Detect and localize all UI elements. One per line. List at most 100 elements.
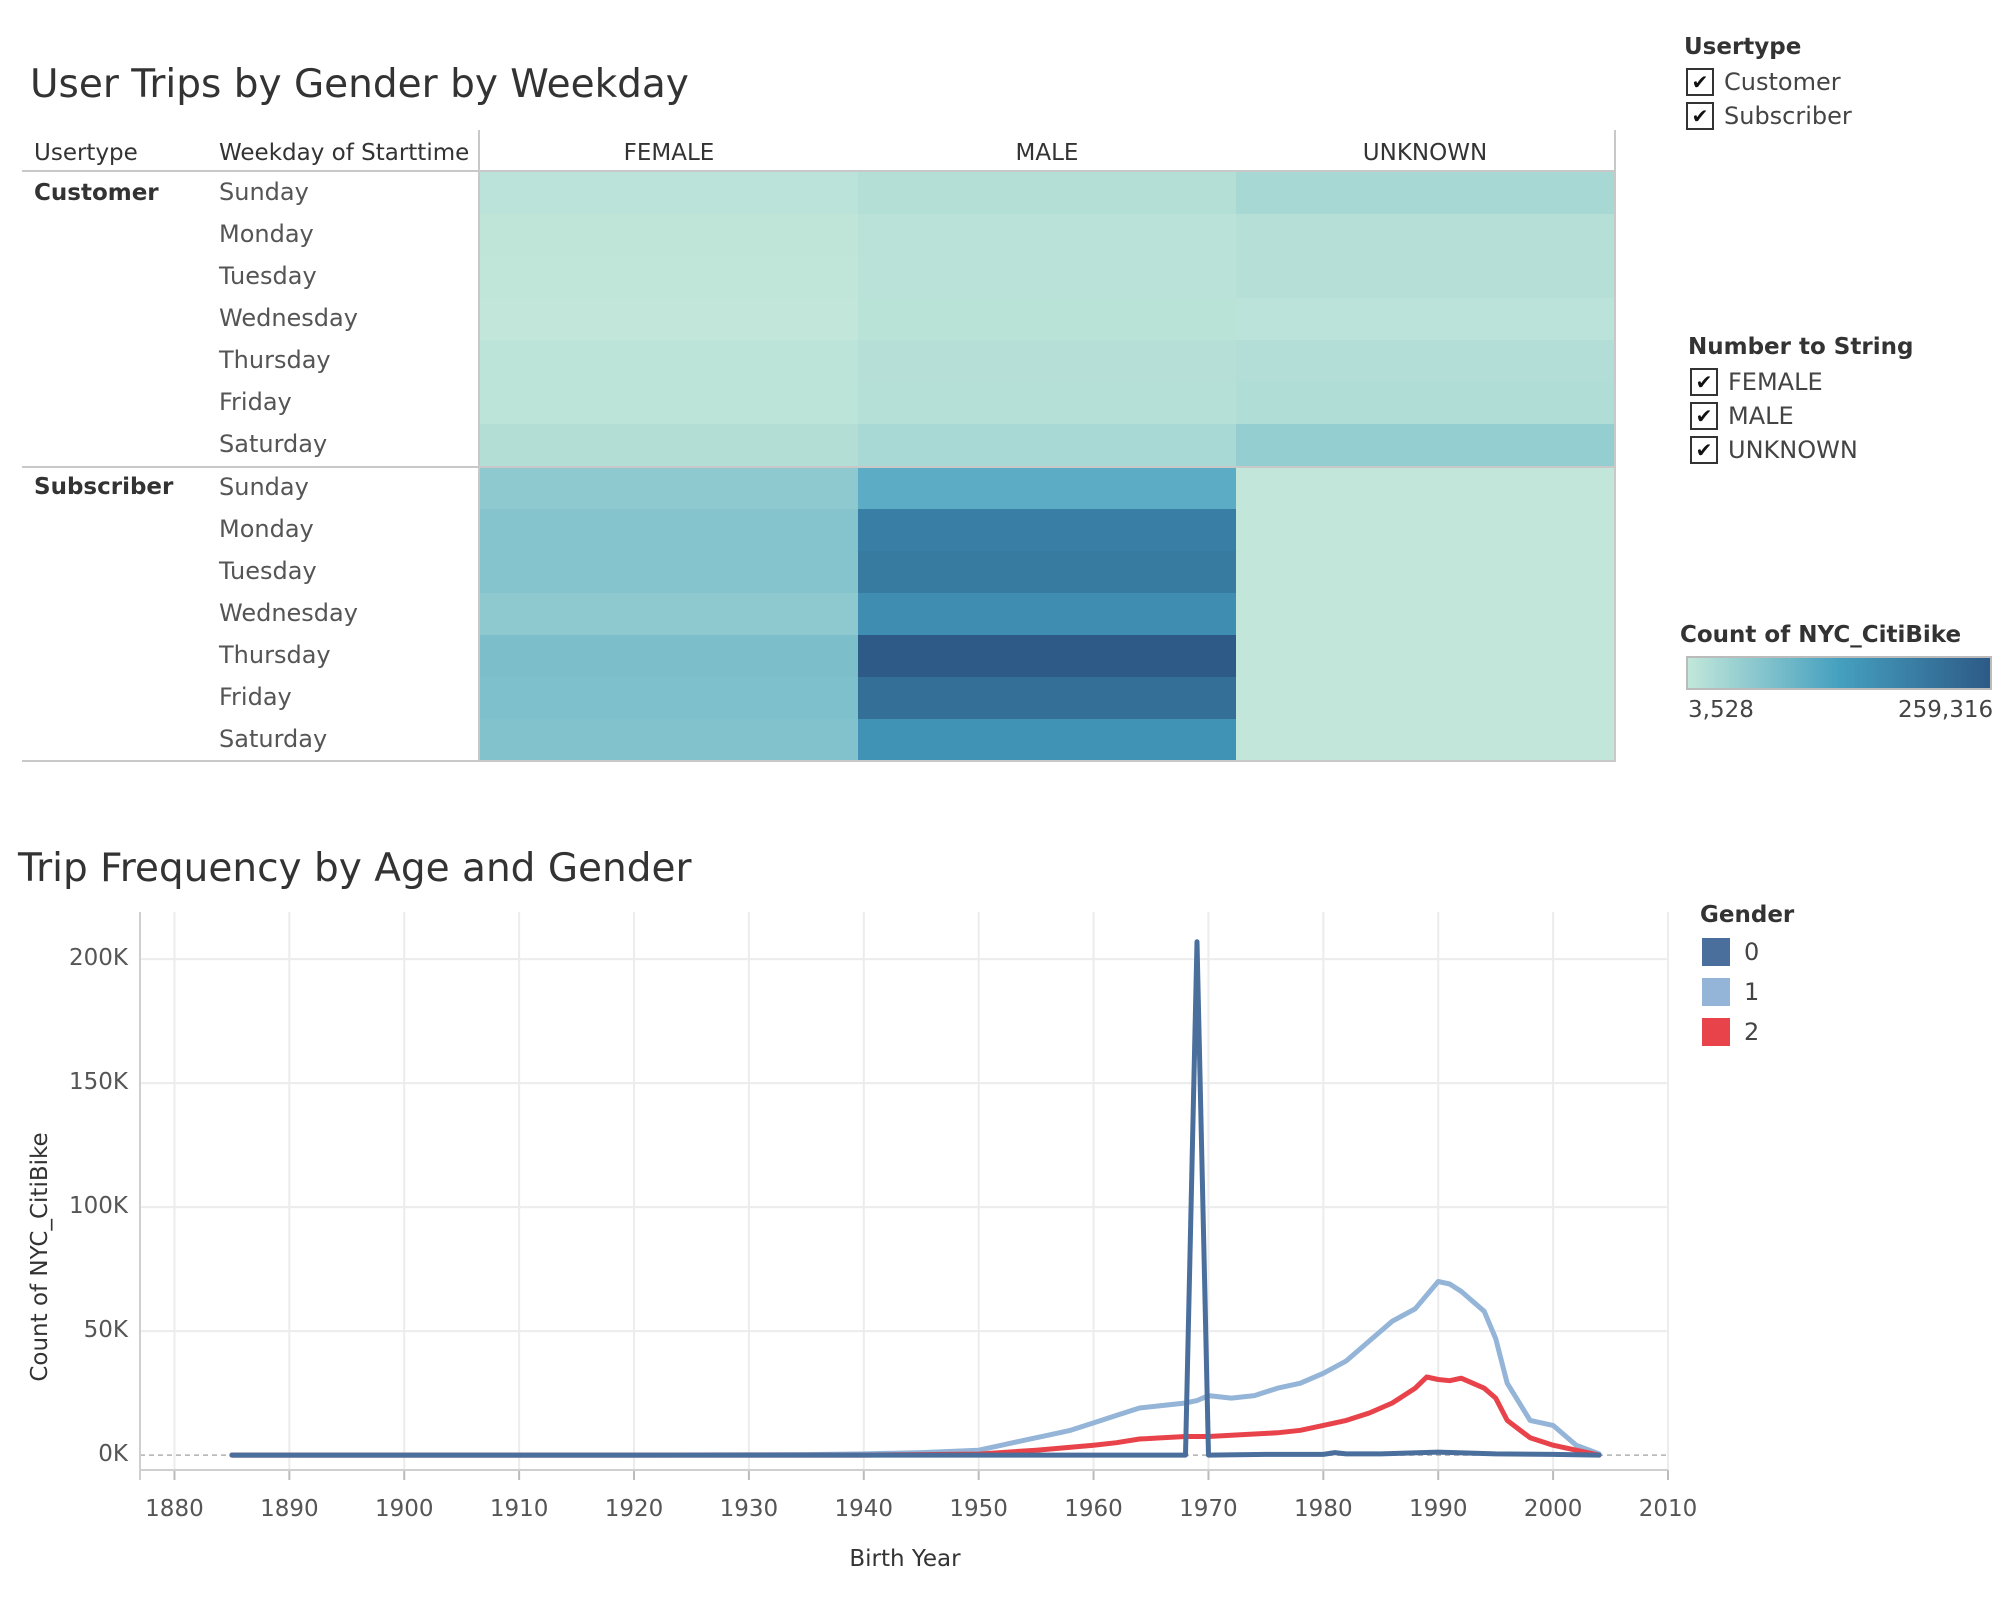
color-ramp [1686, 656, 1992, 690]
heatmap-cell[interactable] [1236, 424, 1614, 466]
x-tick-label: 1950 [949, 1496, 1008, 1522]
filter-unknown[interactable]: ✔ UNKNOWN [1690, 434, 1858, 466]
check-icon[interactable]: ✔ [1690, 436, 1718, 464]
heatmap-right-border [1614, 130, 1616, 762]
series-line-gender-2[interactable] [229, 1374, 1602, 1458]
weekday-label: Sunday [219, 178, 309, 206]
series-line-gender-0[interactable] [229, 939, 1602, 1458]
heatmap-cell[interactable] [858, 298, 1236, 340]
column-header-male: MALE [1015, 140, 1079, 166]
heatmap-cell[interactable] [480, 551, 858, 593]
heatmap-cell[interactable] [480, 172, 858, 214]
heatmap-title: User Trips by Gender by Weekday [30, 62, 689, 107]
y-tick-label: 100K [69, 1193, 128, 1220]
usertype-filter-title: Usertype [1684, 34, 1802, 60]
heatmap-cell[interactable] [480, 340, 858, 382]
number-to-string-filter-title: Number to String [1688, 334, 1914, 360]
gender-legend-2-label: 2 [1744, 1018, 1760, 1046]
filter-subscriber-label: Subscriber [1724, 102, 1852, 130]
heatmap-cell[interactable] [1236, 719, 1614, 761]
heatmap-cell[interactable] [1236, 509, 1614, 551]
weekday-label: Friday [219, 388, 292, 416]
check-icon[interactable]: ✔ [1686, 102, 1714, 130]
gender-swatch-0 [1702, 938, 1730, 966]
group-divider [22, 466, 1616, 468]
heatmap-cell[interactable] [858, 467, 1236, 509]
heatmap-cell[interactable] [1236, 635, 1614, 677]
heatmap-cell[interactable] [480, 214, 858, 256]
heatmap-cell[interactable] [858, 635, 1236, 677]
heatmap-cell[interactable] [480, 719, 858, 761]
x-tick-label: 1880 [145, 1496, 204, 1522]
heatmap-cell[interactable] [1236, 677, 1614, 719]
x-tick-label: 1940 [834, 1496, 894, 1522]
gender-legend-2[interactable]: 2 [1702, 1017, 1759, 1047]
heatmap-cell[interactable] [858, 256, 1236, 298]
header-rule [22, 170, 1616, 172]
x-tick-label: 1900 [374, 1496, 434, 1522]
heatmap-cell[interactable] [1236, 467, 1614, 509]
weekday-label: Monday [219, 515, 314, 543]
weekday-label: Sunday [219, 473, 309, 501]
group-label-customer: Customer [34, 180, 159, 206]
heatmap-cell[interactable] [858, 172, 1236, 214]
heatmap-cell[interactable] [480, 467, 858, 509]
filter-female-label: FEMALE [1728, 368, 1823, 396]
filter-customer[interactable]: ✔ Customer [1686, 66, 1841, 98]
line-chart-title: Trip Frequency by Age and Gender [18, 846, 692, 891]
column-header-female: FEMALE [623, 140, 715, 166]
heatmap-cell[interactable] [1236, 256, 1614, 298]
heatmap-cell[interactable] [480, 382, 858, 424]
weekday-label: Saturday [219, 725, 328, 753]
heatmap-cell[interactable] [480, 635, 858, 677]
check-icon[interactable]: ✔ [1690, 402, 1718, 430]
heatmap-cell[interactable] [480, 593, 858, 635]
heatmap-cell[interactable] [858, 382, 1236, 424]
heatmap-cell[interactable] [1236, 551, 1614, 593]
heatmap-cell[interactable] [1236, 340, 1614, 382]
heatmap-cell[interactable] [858, 551, 1236, 593]
heatmap-cell[interactable] [858, 719, 1236, 761]
weekday-label: Tuesday [219, 557, 317, 585]
gender-swatch-1 [1702, 978, 1730, 1006]
gender-swatch-2 [1702, 1018, 1730, 1046]
weekday-label: Friday [219, 683, 292, 711]
heatmap-cell[interactable] [858, 509, 1236, 551]
x-tick-label: 1920 [604, 1496, 664, 1522]
gender-legend-1[interactable]: 1 [1702, 977, 1759, 1007]
heatmap-cell[interactable] [480, 509, 858, 551]
gender-legend-0[interactable]: 0 [1702, 937, 1759, 967]
weekday-column-header: Weekday of Starttime [219, 140, 470, 166]
y-tick-label: 150K [69, 1069, 128, 1096]
weekday-label: Monday [219, 220, 314, 248]
heatmap-cell[interactable] [1236, 382, 1614, 424]
series-line-gender-1[interactable] [229, 1279, 1602, 1458]
heatmap-cell[interactable] [480, 298, 858, 340]
heatmap-cell[interactable] [858, 214, 1236, 256]
gender-legend-0-label: 0 [1744, 938, 1760, 966]
heatmap-cell[interactable] [480, 256, 858, 298]
filter-female[interactable]: ✔ FEMALE [1690, 366, 1823, 398]
heatmap-cell[interactable] [858, 593, 1236, 635]
weekday-label: Wednesday [219, 599, 358, 627]
heatmap-cell[interactable] [1236, 214, 1614, 256]
weekday-label: Thursday [219, 641, 331, 669]
y-tick-label: 50K [83, 1317, 128, 1344]
x-tick-label: 1910 [489, 1496, 549, 1522]
check-icon[interactable]: ✔ [1690, 368, 1718, 396]
usertype-column-header: Usertype [34, 140, 138, 166]
heatmap-cell[interactable] [1236, 172, 1614, 214]
filter-male[interactable]: ✔ MALE [1690, 400, 1794, 432]
heatmap-bottom-rule [22, 760, 1616, 762]
heatmap-cell[interactable] [858, 424, 1236, 466]
heatmap-cell[interactable] [858, 677, 1236, 719]
heatmap-cell[interactable] [858, 340, 1236, 382]
heatmap-cell[interactable] [1236, 298, 1614, 340]
x-tick-label: 1970 [1179, 1496, 1238, 1522]
filter-subscriber[interactable]: ✔ Subscriber [1686, 100, 1852, 132]
heatmap-cell[interactable] [480, 677, 858, 719]
heatmap-cell[interactable] [1236, 593, 1614, 635]
weekday-label: Tuesday [219, 262, 317, 290]
check-icon[interactable]: ✔ [1686, 68, 1714, 96]
heatmap-cell[interactable] [480, 424, 858, 466]
